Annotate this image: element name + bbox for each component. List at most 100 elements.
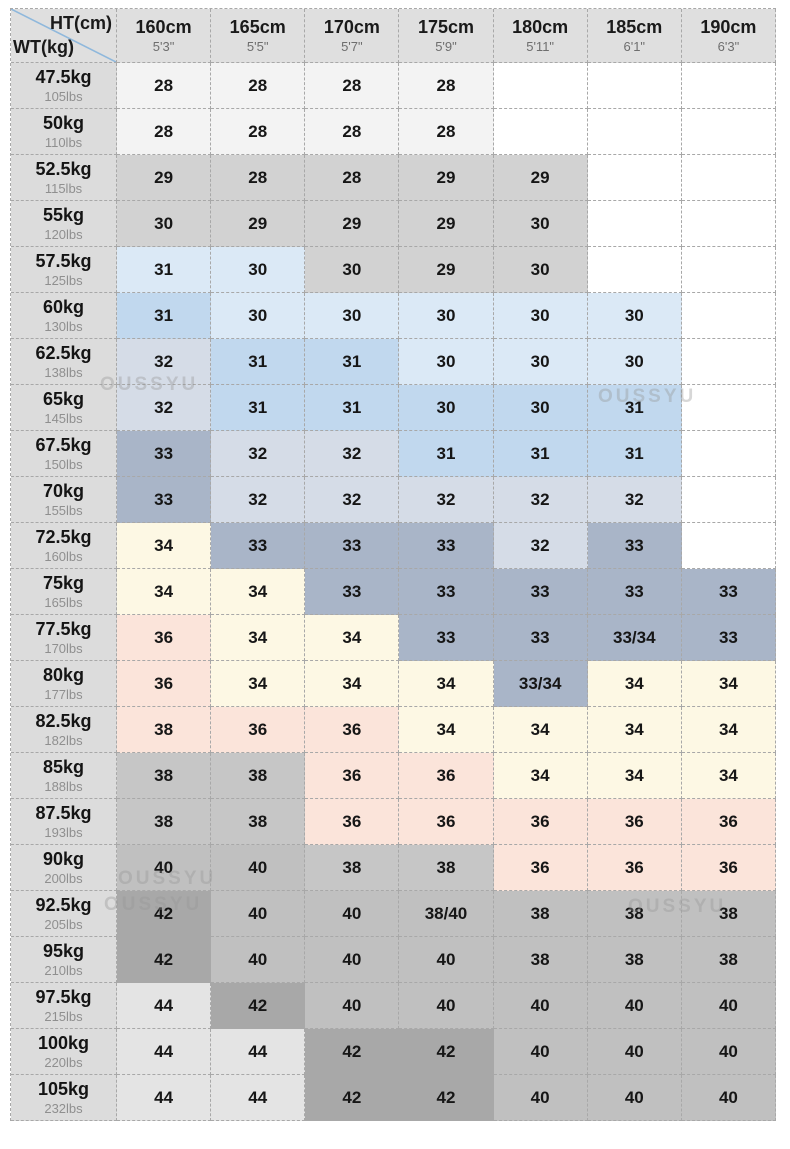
column-height-cm: 160cm <box>135 17 192 38</box>
column-header-160cm: 160cm 5'3" <box>117 9 212 63</box>
column-height-ft: 5'7" <box>341 38 363 54</box>
row-weight-lbs: 193lbs <box>44 824 83 840</box>
size-cell <box>681 109 776 155</box>
row-header-47.5kg: 47.5kg 105lbs <box>11 63 117 109</box>
size-cell: 42 <box>399 1075 494 1121</box>
size-cell: 33 <box>587 569 682 615</box>
row-weight-lbs: 232lbs <box>44 1100 83 1116</box>
size-cell <box>587 109 682 155</box>
row-weight-lbs: 138lbs <box>44 364 83 380</box>
row-weight-kg: 90kg <box>42 848 85 869</box>
size-cell: 29 <box>211 201 306 247</box>
size-cell <box>587 201 682 247</box>
size-cell: 30 <box>493 247 588 293</box>
size-cell: 40 <box>681 1029 776 1075</box>
row-weight-kg: 62.5kg <box>35 342 92 363</box>
row-header-62.5kg: 62.5kg 138lbs <box>11 339 117 385</box>
size-cell: 33/34 <box>493 661 588 707</box>
column-header-170cm: 170cm 5'7" <box>305 9 400 63</box>
row-header-70kg: 70kg 155lbs <box>11 477 117 523</box>
size-cell: 33 <box>211 523 306 569</box>
size-cell: 28 <box>211 109 306 155</box>
size-cell: 38 <box>117 753 212 799</box>
row-weight-lbs: 165lbs <box>44 594 83 610</box>
size-cell <box>681 523 776 569</box>
size-cell <box>681 155 776 201</box>
size-cell: 36 <box>587 845 682 891</box>
size-cell: 32 <box>211 477 306 523</box>
column-height-cm: 190cm <box>700 17 757 38</box>
size-cell: 40 <box>681 983 776 1029</box>
size-cell: 31 <box>305 385 400 431</box>
size-cell: 44 <box>117 1029 212 1075</box>
size-cell: 30 <box>305 247 400 293</box>
size-cell: 40 <box>493 1029 588 1075</box>
row-header-97.5kg: 97.5kg 215lbs <box>11 983 117 1029</box>
size-cell: 36 <box>211 707 306 753</box>
row-weight-kg: 57.5kg <box>35 250 92 271</box>
column-header-190cm: 190cm 6'3" <box>681 9 776 63</box>
size-cell: 40 <box>587 1029 682 1075</box>
row-weight-lbs: 115lbs <box>44 180 83 196</box>
size-cell: 36 <box>305 799 400 845</box>
row-weight-lbs: 220lbs <box>44 1054 83 1070</box>
size-cell: 34 <box>587 753 682 799</box>
size-cell: 42 <box>117 937 212 983</box>
row-weight-kg: 75kg <box>42 572 85 593</box>
size-cell: 38 <box>117 707 212 753</box>
row-weight-lbs: 200lbs <box>44 870 83 886</box>
size-cell: 34 <box>211 615 306 661</box>
corner-header-cell: HT(cm) WT(kg) <box>11 9 117 63</box>
size-cell: 30 <box>493 339 588 385</box>
size-cell: 42 <box>305 1075 400 1121</box>
size-cell: 30 <box>493 385 588 431</box>
size-cell: 33 <box>305 569 400 615</box>
size-cell: 38 <box>305 845 400 891</box>
size-cell: 31 <box>493 431 588 477</box>
size-cell: 28 <box>399 109 494 155</box>
row-weight-kg: 65kg <box>42 388 85 409</box>
size-cell: 40 <box>211 845 306 891</box>
size-cell: 28 <box>399 63 494 109</box>
size-cell: 31 <box>305 339 400 385</box>
row-weight-lbs: 130lbs <box>44 318 83 334</box>
size-cell: 40 <box>305 937 400 983</box>
size-cell: 30 <box>399 339 494 385</box>
row-weight-kg: 97.5kg <box>35 986 92 1007</box>
size-cell: 31 <box>399 431 494 477</box>
size-cell: 38 <box>211 753 306 799</box>
size-cell: 29 <box>493 155 588 201</box>
size-cell: 33 <box>399 569 494 615</box>
row-weight-lbs: 155lbs <box>44 502 83 518</box>
row-header-85kg: 85kg 188lbs <box>11 753 117 799</box>
row-weight-lbs: 145lbs <box>44 410 83 426</box>
size-cell <box>493 63 588 109</box>
size-cell: 29 <box>399 247 494 293</box>
row-header-57.5kg: 57.5kg 125lbs <box>11 247 117 293</box>
size-cell: 33 <box>117 477 212 523</box>
size-cell: 38 <box>681 937 776 983</box>
size-cell: 38 <box>399 845 494 891</box>
size-cell <box>587 63 682 109</box>
size-cell: 34 <box>681 753 776 799</box>
row-weight-kg: 85kg <box>42 756 85 777</box>
size-cell: 40 <box>305 983 400 1029</box>
size-cell: 33 <box>681 569 776 615</box>
row-weight-lbs: 210lbs <box>44 962 83 978</box>
size-cell: 44 <box>211 1029 306 1075</box>
size-cell: 32 <box>117 339 212 385</box>
column-height-ft: 5'5" <box>246 38 269 54</box>
row-weight-kg: 92.5kg <box>35 894 92 915</box>
size-cell: 34 <box>681 661 776 707</box>
size-cell: 33/34 <box>587 615 682 661</box>
size-cell: 30 <box>587 339 682 385</box>
size-cell: 34 <box>681 707 776 753</box>
size-cell: 28 <box>117 109 212 155</box>
size-cell: 42 <box>117 891 212 937</box>
size-cell: 31 <box>117 247 212 293</box>
size-cell: 31 <box>587 431 682 477</box>
column-header-175cm: 175cm 5'9" <box>399 9 494 63</box>
size-cell: 31 <box>211 339 306 385</box>
row-header-50kg: 50kg 110lbs <box>11 109 117 155</box>
row-weight-kg: 82.5kg <box>35 710 92 731</box>
